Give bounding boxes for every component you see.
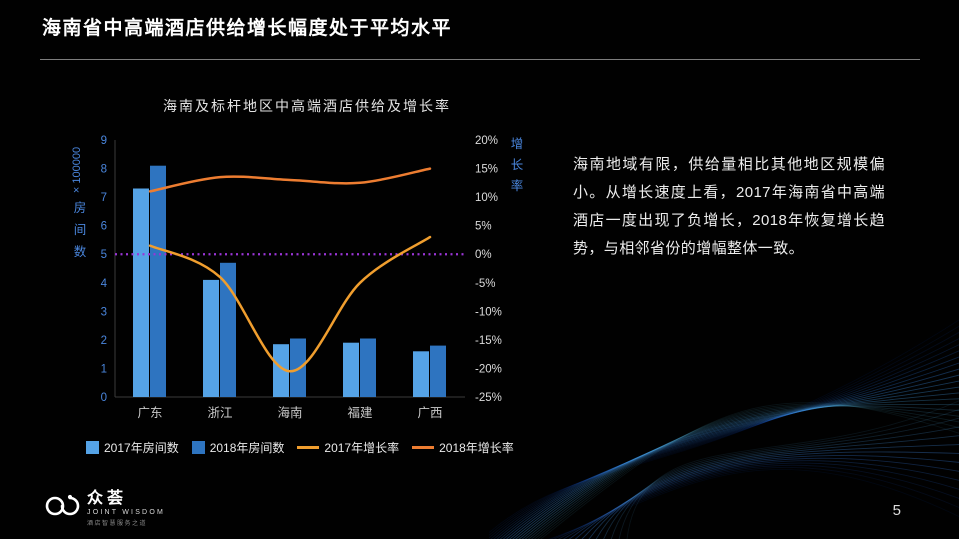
wave-line <box>581 451 959 539</box>
left-axis-unit: × 100000 <box>71 147 83 193</box>
chart-panel: 海南及标杆地区中高端酒店供给及增长率 9 8 7 6 5 4 3 2 1 0 × 100000 房间数… <box>40 96 580 456</box>
chart-legend: 2017年房间数 2018年房间数 2017年增长率 2018年增长率 <box>86 439 580 456</box>
logo-name: 众荟 <box>87 490 128 507</box>
right-axis-tick: -25% <box>475 392 502 404</box>
wave-line <box>527 405 959 539</box>
left-axis-tick: 6 <box>101 221 107 233</box>
right-axis-tick: 15% <box>475 164 498 176</box>
bar-2018年房间数-福建 <box>360 338 376 397</box>
bar-2017年房间数-海南 <box>273 344 289 397</box>
legend-swatch-2017-growth <box>297 446 320 449</box>
wave-line <box>568 457 959 539</box>
legend-label: 2017年房间数 <box>104 441 179 455</box>
wave-line <box>611 417 959 539</box>
left-axis-tick: 2 <box>101 335 107 347</box>
category-label-福建: 福建 <box>347 405 373 420</box>
line-2018年增长率 <box>148 167 432 193</box>
commentary-text: 海南地域有限，供给量相比其他地区规模偏小。从增长速度上看，2017年海南省中高端… <box>573 156 885 257</box>
left-axis-tick: 1 <box>101 363 107 375</box>
bar-2017年房间数-广东 <box>133 188 149 397</box>
legend-swatch-2017-rooms <box>86 441 99 454</box>
right-axis-tick: 0% <box>475 249 492 261</box>
legend-item-2017-growth: 2017年增长率 <box>297 439 399 456</box>
right-axis-tick: 10% <box>475 192 498 204</box>
logo-tagline: 酒店智慧服务之道 <box>87 521 148 527</box>
left-axis-tick: 0 <box>101 392 107 404</box>
left-axis-tick: 9 <box>101 135 107 147</box>
right-axis-tick: -15% <box>475 335 502 347</box>
wave-line <box>618 408 959 539</box>
page-number: 5 <box>892 502 901 519</box>
legend-item-2018-growth: 2018年增长率 <box>412 439 514 456</box>
legend-item-2017-rooms: 2017年房间数 <box>86 439 179 456</box>
wave-line <box>626 400 959 539</box>
legend-swatch-2018-rooms <box>191 441 205 454</box>
right-axis-tick: 5% <box>475 221 492 233</box>
right-axis-tick: 20% <box>475 135 498 147</box>
right-axis-tick: -5% <box>475 278 495 290</box>
wave-line <box>588 444 959 539</box>
left-axis-tick: 5 <box>101 249 107 261</box>
slide-title: 海南省中高端酒店供给增长幅度处于平均水平 <box>42 18 453 39</box>
wave-line <box>557 462 959 539</box>
left-axis-tick: 4 <box>101 278 108 290</box>
category-label-广东: 广东 <box>137 406 162 420</box>
category-label-广西: 广西 <box>417 406 442 420</box>
left-axis-label: 房间数 <box>74 200 87 259</box>
title-divider <box>40 59 920 60</box>
legend-swatch-2018-growth <box>412 446 435 449</box>
legend-label: 2018年增长率 <box>439 441 514 455</box>
wave-line <box>595 435 959 539</box>
right-axis-tick: -10% <box>475 306 502 318</box>
category-label-海南: 海南 <box>277 405 302 420</box>
legend-label: 2017年增长率 <box>324 441 400 455</box>
wave-line <box>547 468 959 539</box>
category-label-浙江: 浙江 <box>207 405 232 420</box>
legend-item-2018-rooms: 2018年房间数 <box>191 439 285 456</box>
bar-2018年房间数-广东 <box>150 165 166 397</box>
bar-2017年房间数-福建 <box>343 342 359 397</box>
legend-label: 2018年房间数 <box>209 441 285 455</box>
logo-icon <box>45 494 80 516</box>
left-axis-tick: 3 <box>101 306 107 318</box>
bar-2018年房间数-广西 <box>430 345 446 397</box>
left-axis-tick: 8 <box>101 164 107 176</box>
logo-subtitle: JOINT WISDOM <box>87 509 165 516</box>
bar-2017年房间数-广西 <box>413 351 429 397</box>
bar-2018年房间数-浙江 <box>220 262 236 397</box>
right-axis-label: 增长率 <box>511 136 524 193</box>
left-axis-tick: 7 <box>101 192 107 204</box>
wave-line <box>562 460 959 539</box>
wave-line <box>574 455 959 539</box>
right-axis-tick: -20% <box>475 363 502 375</box>
combo-chart: 9 8 7 6 5 4 3 2 1 0 × 100000 房间数 20% 15% 10% 5% 0% -5% -10… <box>71 135 524 420</box>
chart-title: 海南及标杆地区中高端酒店供给及增长率 <box>163 98 451 114</box>
bar-2017年房间数-浙江 <box>203 279 219 397</box>
logo-text: 众荟 JOINT WISDOM 酒店智慧服务之道 <box>87 490 165 527</box>
company-logo: 众荟 JOINT WISDOM 酒店智慧服务之道 <box>44 490 165 527</box>
line-2017年增长率 <box>148 235 432 373</box>
wave-line <box>603 426 959 539</box>
wave-line <box>530 405 959 539</box>
